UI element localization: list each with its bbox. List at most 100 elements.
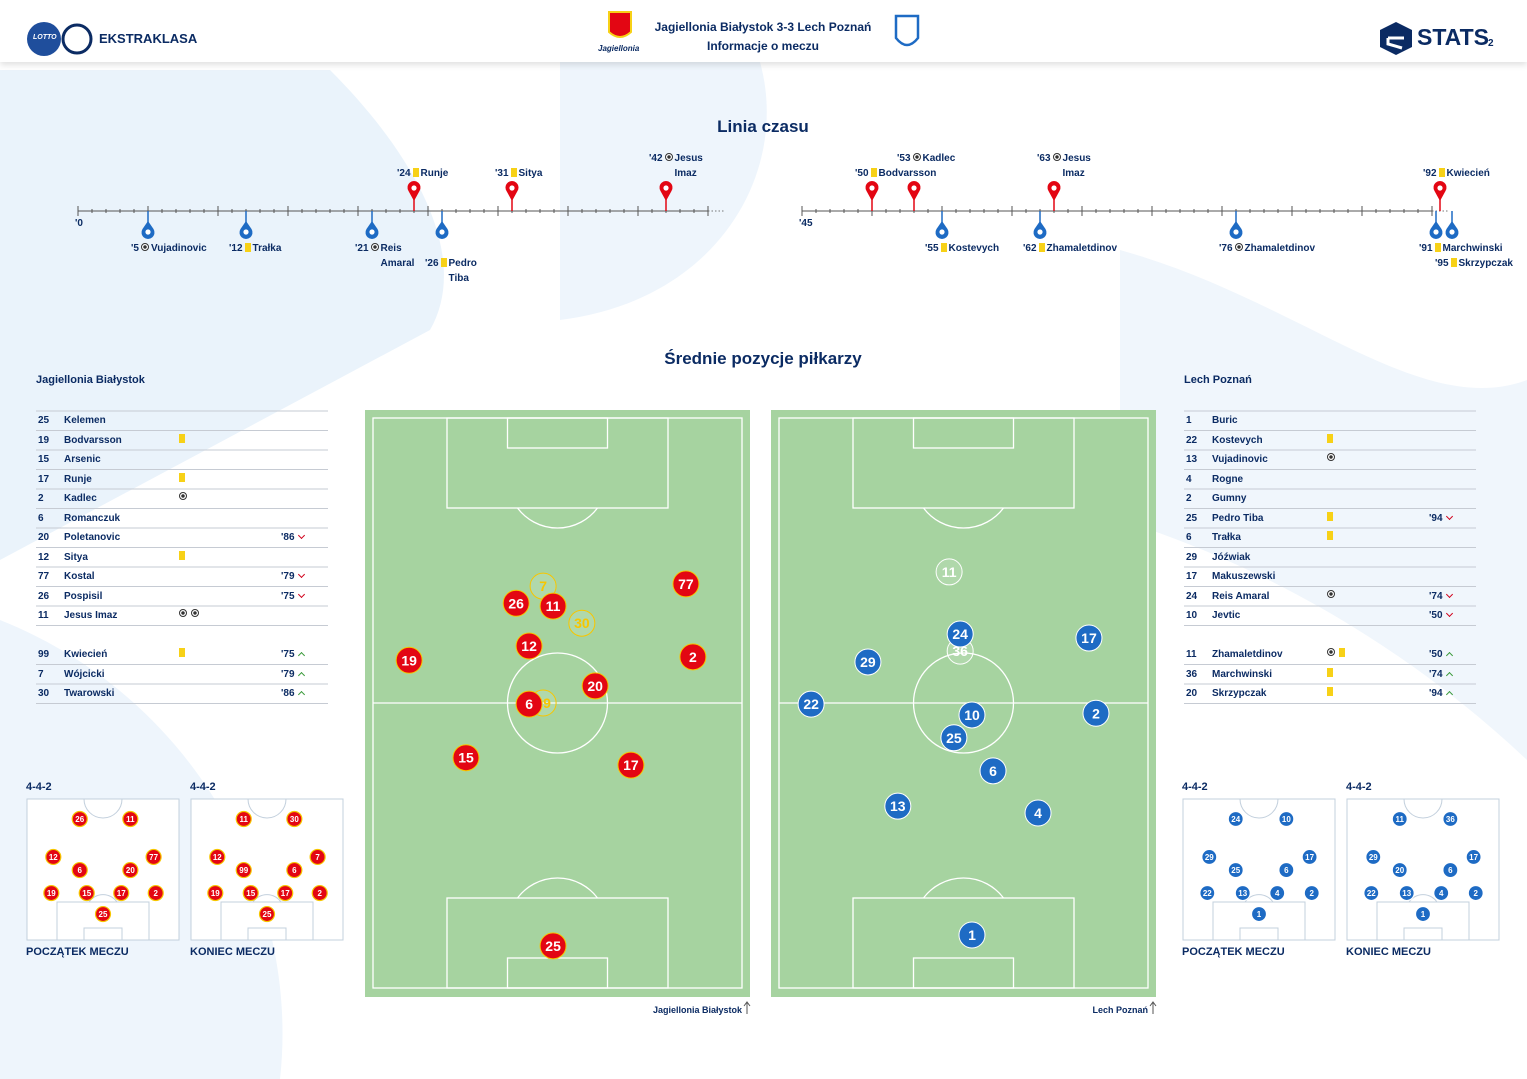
player-marker-label: 30: [574, 615, 590, 631]
player-marker-label: 6: [989, 763, 997, 779]
mini-player-label: 12: [213, 853, 222, 862]
player-marker-label: 7: [539, 578, 547, 594]
mini-player: [1391, 810, 1408, 828]
mini-player-label: 25: [99, 910, 108, 919]
player-name: Reis Amaral: [1212, 590, 1270, 602]
event-label: '63 Jesus Imaz: [1037, 151, 1113, 181]
yellow-card: [1327, 531, 1333, 540]
mini-pitch-line: [83, 927, 123, 941]
pitch-line: [506, 652, 609, 754]
substitution: '50: [1429, 649, 1453, 660]
mini-player-label: 2: [1310, 889, 1315, 898]
shirt-number: 11: [38, 610, 49, 621]
mini-player: [311, 884, 328, 902]
player-marker: [1075, 624, 1103, 652]
goal-icon: [1327, 648, 1335, 656]
substitution: '50: [1429, 609, 1453, 621]
stats-logo-mark: [1386, 36, 1404, 50]
mini-player-label: 22: [1203, 889, 1212, 898]
mini-player-label: 6: [1448, 866, 1453, 875]
sub-minute: '74: [1429, 668, 1443, 680]
sub-out-arrow: [297, 590, 305, 598]
sub-minute: '79: [281, 571, 295, 582]
sub-in-arrow: [297, 671, 305, 679]
event-pin-dot: [869, 185, 875, 191]
player-name: Kwiecień: [64, 649, 108, 660]
event-player: Kadlec: [922, 153, 956, 164]
mini-player: [71, 810, 88, 828]
mini-player: [94, 905, 112, 923]
formation-caption: POCZĄTEK MECZU: [1182, 946, 1285, 958]
event-minute: '24: [397, 168, 411, 179]
mini-pitch-line: [1403, 798, 1443, 819]
event-label: '12 Trałka: [229, 241, 281, 256]
mini-player-label: 99: [239, 866, 248, 875]
event-pin-dot: [1051, 185, 1057, 191]
player-marker-label: 2: [689, 649, 697, 665]
shirt-number: 25: [38, 415, 50, 426]
player-events: [177, 550, 187, 562]
event-minute: '26: [425, 258, 439, 269]
section-title: Linia czasu: [717, 117, 809, 136]
mini-player-label: 1: [1257, 910, 1262, 919]
mini-player: [45, 848, 62, 866]
mini-player-label: 6: [78, 866, 83, 875]
shirt-number: 19: [38, 434, 50, 446]
event-minute: '76: [1219, 243, 1233, 254]
mini-player: [71, 861, 88, 879]
shirt-number: 10: [1186, 610, 1198, 621]
mini-player: [1467, 884, 1484, 902]
player-name: Kelemen: [64, 415, 106, 426]
pitch-caption: Jagiellonia Białystok: [652, 1005, 742, 1015]
mini-player: [1269, 884, 1286, 902]
player-name: Pedro Tiba: [1212, 512, 1264, 524]
mini-player-label: 4: [1275, 889, 1280, 898]
player-marker: [452, 744, 480, 772]
event-label: '53 Kadlec: [897, 151, 955, 166]
player-events: [1325, 648, 1347, 659]
player-events: [177, 609, 201, 620]
event-pin-dot: [1437, 185, 1443, 191]
goal-icon: [1234, 243, 1243, 251]
mini-player-label: 11: [240, 815, 249, 824]
mini-player-label: 15: [82, 889, 91, 898]
mini-player-label: 4: [1439, 889, 1444, 898]
yellow-card: [1038, 243, 1045, 252]
yellow-card: [412, 168, 419, 177]
mini-player-label: 11: [126, 815, 135, 824]
shirt-number: 17: [38, 473, 50, 485]
background-shape: [0, 70, 444, 560]
mini-player-label: 29: [1369, 853, 1378, 862]
event-label: '76 Zhamaletdinov: [1219, 241, 1315, 256]
pitch-line: [506, 417, 609, 449]
pitch-line: [922, 507, 1005, 529]
player-marker-label: 17: [623, 757, 639, 773]
player-events: [177, 648, 187, 659]
formation-label: 4-4-2: [1182, 781, 1208, 793]
event-player: Zhamaletdinov: [1046, 243, 1118, 254]
mini-player-label: 29: [1205, 853, 1214, 862]
player-marker-sub: [935, 558, 963, 586]
player-name: Arsenic: [64, 454, 101, 465]
match-title: Jagiellonia Białystok 3-3 Lech Poznań: [654, 20, 872, 34]
mini-player-label: 22: [1367, 889, 1376, 898]
mini-player-label: 2: [1474, 889, 1479, 898]
player-marker: [581, 672, 609, 700]
player-name: Marchwinski: [1212, 668, 1273, 680]
event-pin-dot: [939, 229, 945, 235]
player-name: Gumny: [1212, 493, 1247, 504]
event-player: Reis Amaral: [380, 243, 415, 269]
mini-pitch-line: [83, 798, 123, 819]
mini-player-label: 1: [1421, 910, 1426, 919]
mini-player-label: 17: [1305, 853, 1314, 862]
player-marker-label: 77: [678, 576, 694, 592]
player-name: Pospisil: [64, 590, 103, 602]
event-minute: '50: [855, 168, 869, 179]
event-player: Skrzypczak: [1458, 258, 1513, 269]
event-player: Trałka: [252, 243, 282, 254]
formation-caption: KONIEC MECZU: [190, 946, 275, 958]
player-marker-label: 26: [508, 595, 524, 611]
player-marker-label: 15: [458, 750, 474, 766]
player-events: [1325, 511, 1335, 523]
